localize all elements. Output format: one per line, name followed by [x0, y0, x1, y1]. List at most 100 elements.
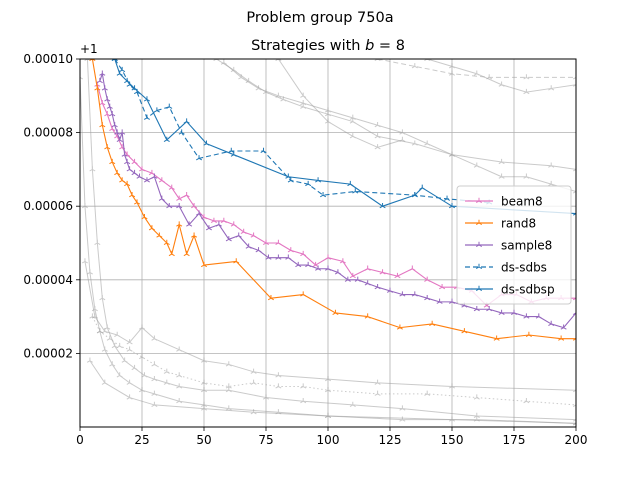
- x-tick-label-3: 75: [258, 433, 273, 447]
- series-rand8-point-3: [104, 144, 111, 150]
- series-ds-sdbsp-point-11: [347, 180, 354, 187]
- background-series-1-point-17: [399, 405, 406, 411]
- series-sample8-point-48: [486, 306, 493, 312]
- background-series-1-point-14: [262, 394, 270, 400]
- background-series-2-point-15: [374, 390, 381, 396]
- series-beam8-point-16: [210, 217, 217, 223]
- series-rand8-point-5: [114, 169, 121, 176]
- series-beam8-point-28: [349, 272, 356, 279]
- background-series-6-point-11: [473, 162, 480, 168]
- series-ds-sdbs-point-8: [196, 155, 203, 161]
- series-ds-sdbs-point-16: [444, 195, 451, 201]
- series-beam8-point-13: [183, 191, 190, 198]
- series-sample8-point-47: [473, 306, 480, 312]
- legend-label-ds-sdbsp: ds-sdbsp: [501, 283, 555, 297]
- background-series-line-2: [91, 316, 576, 406]
- series-beam8-point-27: [339, 258, 346, 264]
- series-rand8-point-4: [109, 158, 116, 165]
- series-ds-sdbs-point-7: [178, 129, 185, 135]
- series-sample8-point-0: [96, 77, 103, 84]
- series-sample8-point-2: [101, 85, 108, 91]
- background-series-3-point-10: [250, 368, 257, 374]
- background-series-1-point-2: [94, 239, 101, 246]
- series-sample8-point-45: [448, 298, 456, 304]
- background-series-3-point-7: [176, 346, 183, 352]
- legend-item-rand8: rand8: [465, 217, 536, 231]
- background-series-3-point-2: [101, 328, 108, 334]
- series-ds-sdbs-point-13: [320, 191, 327, 198]
- legend-marker-ds-sdbsp: [475, 285, 483, 292]
- background-series-3-point-14: [448, 383, 456, 389]
- series-beam8-point-18: [230, 221, 237, 227]
- background-series-line-5: [216, 59, 576, 170]
- background-series-5-point-6: [324, 111, 332, 117]
- background-series-6-point-12: [498, 173, 505, 179]
- series-sample8-point-5: [109, 111, 116, 117]
- series-ds-sdbs-point-4: [143, 114, 150, 120]
- series-sample8-point-49: [498, 309, 505, 315]
- series-rand8-point-23: [364, 313, 371, 319]
- background-series-2: [89, 313, 576, 407]
- background-series-8-point-4: [523, 88, 530, 95]
- background-series-1-point-9: [151, 375, 158, 382]
- series-sample8-point-6: [111, 122, 118, 128]
- series-beam8-point-23: [287, 247, 294, 253]
- background-series-0-point-9: [138, 387, 146, 393]
- series-rand8-point-21: [300, 291, 307, 297]
- series-sample8-point-28: [265, 254, 272, 260]
- series-beam8-point-20: [250, 232, 257, 238]
- background-series-8-point-5: [548, 85, 555, 91]
- series-rand8-point-28: [525, 331, 532, 338]
- series-sample8-point-24: [225, 236, 232, 242]
- series-ds-sdbsp-point-9: [285, 173, 292, 179]
- background-series-5-point-8: [374, 133, 381, 139]
- legend-item-ds-sdbsp: ds-sdbsp: [465, 283, 555, 297]
- series-ds-sdbsp-point-10: [315, 177, 322, 183]
- series-rand8-point-9: [134, 199, 141, 205]
- background-series-6-point-6: [349, 114, 356, 120]
- background-series-2-point-14: [324, 387, 332, 393]
- background-series-0-point-8: [126, 379, 133, 385]
- legend-label-rand8: rand8: [501, 217, 536, 231]
- series-sample8-point-42: [411, 291, 418, 297]
- background-series-9-point-5: [399, 136, 406, 142]
- series-beam8-point-30: [379, 269, 386, 275]
- background-series-6-point-13: [523, 173, 530, 179]
- background-series-6-point-14: [548, 180, 555, 187]
- background-series-4-point-1: [101, 379, 108, 385]
- x-tick-label-4: 100: [317, 433, 340, 447]
- series-sample8-point-3: [104, 96, 111, 102]
- legend-label-sample8: sample8: [501, 239, 552, 253]
- series-sample8-point-22: [205, 225, 212, 231]
- series-sample8-point-35: [334, 269, 341, 275]
- series-sample8-point-15: [143, 177, 150, 183]
- y-tick-label-1: 0.00004: [23, 273, 73, 287]
- series-sample8-point-43: [424, 295, 431, 301]
- series-sample8-point-41: [399, 291, 406, 297]
- series-beam8-point-17: [220, 217, 227, 223]
- series-rand8-point-11: [148, 225, 155, 231]
- background-series-9: [275, 59, 406, 150]
- background-series-5-point-12: [548, 162, 555, 168]
- chart-title-var: b: [365, 38, 374, 54]
- background-series-3-point-5: [138, 324, 146, 330]
- chart-suptitle: Problem group 750a: [246, 10, 393, 26]
- background-series-7-point-0: [374, 59, 381, 62]
- series-sample8-point-26: [245, 243, 252, 249]
- series-rand8-point-22: [332, 309, 339, 315]
- series-sample8-point-11: [124, 158, 131, 165]
- background-series-2-point-5: [138, 353, 146, 360]
- series-rand8-point-12: [156, 232, 163, 238]
- legend-marker-sample8: [475, 241, 483, 248]
- background-series-9-point-2: [324, 118, 332, 124]
- series-sample8-point-33: [315, 265, 322, 271]
- legend: beam8 rand8 sample8 ds-sdbs ds-sdbsp: [456, 185, 572, 305]
- background-series-1-point-7: [131, 364, 138, 371]
- background-series-5-point-7: [349, 118, 356, 124]
- series-rand8-point-25: [429, 320, 436, 326]
- background-series-2-point-3: [116, 342, 123, 349]
- background-series-2-point-13: [300, 383, 307, 389]
- background-series-6-point-2: [255, 85, 262, 91]
- series-sample8-point-51: [523, 313, 530, 319]
- background-series-7: [374, 59, 576, 80]
